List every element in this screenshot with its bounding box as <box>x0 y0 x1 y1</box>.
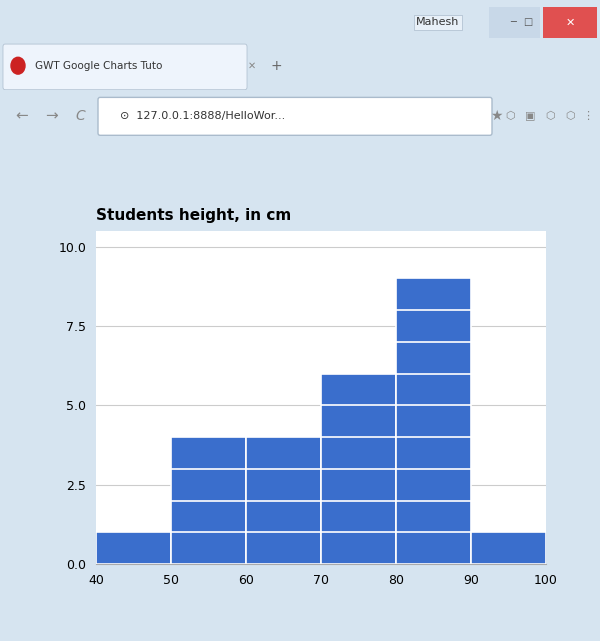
Text: ⋮: ⋮ <box>583 112 593 121</box>
Text: ✕: ✕ <box>248 61 256 71</box>
Bar <box>171 437 246 564</box>
Bar <box>321 374 396 564</box>
Text: Mahesh: Mahesh <box>416 17 460 28</box>
Bar <box>489 6 537 38</box>
Text: ⬡: ⬡ <box>545 112 555 121</box>
Text: ▣: ▣ <box>525 112 535 121</box>
Text: ⬡: ⬡ <box>565 112 575 121</box>
Bar <box>516 6 540 38</box>
Text: C: C <box>75 110 85 123</box>
Text: □: □ <box>523 17 533 28</box>
Bar <box>543 6 597 38</box>
Bar <box>471 532 546 564</box>
Bar <box>246 437 321 564</box>
Bar <box>396 278 471 564</box>
Text: +: + <box>270 59 281 72</box>
Text: Students height, in cm: Students height, in cm <box>96 208 291 222</box>
Text: GWT Google Charts Tuto: GWT Google Charts Tuto <box>35 61 163 71</box>
FancyBboxPatch shape <box>3 44 247 90</box>
Text: ✕: ✕ <box>565 17 575 28</box>
Text: ─: ─ <box>510 17 516 28</box>
Bar <box>96 532 171 564</box>
Circle shape <box>11 57 25 74</box>
Text: ⊙  127.0.0.1:8888/HelloWor...: ⊙ 127.0.0.1:8888/HelloWor... <box>120 112 285 121</box>
FancyBboxPatch shape <box>98 97 492 135</box>
Text: ★: ★ <box>490 110 503 123</box>
Text: →: → <box>45 109 58 124</box>
Text: ←: ← <box>15 109 28 124</box>
Text: ⬡: ⬡ <box>505 112 515 121</box>
